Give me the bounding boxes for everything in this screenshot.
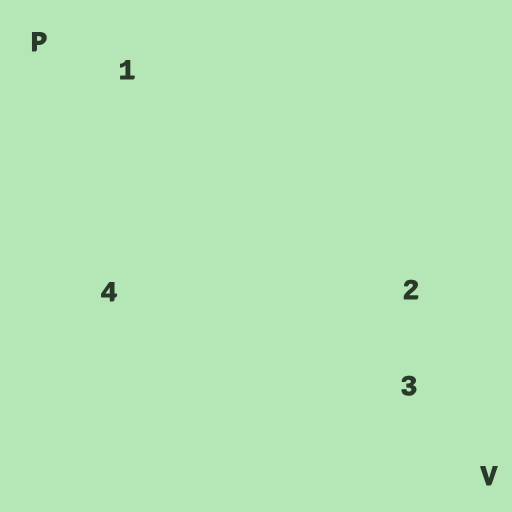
diagram-background <box>0 0 512 512</box>
point-label-2: 2 <box>402 277 418 308</box>
axis-label-v: V <box>480 463 496 494</box>
point-label-1: 1 <box>118 57 134 88</box>
point-label-4: 4 <box>100 279 116 310</box>
point-label-3: 3 <box>400 373 416 404</box>
axis-label-p: P <box>30 29 46 60</box>
